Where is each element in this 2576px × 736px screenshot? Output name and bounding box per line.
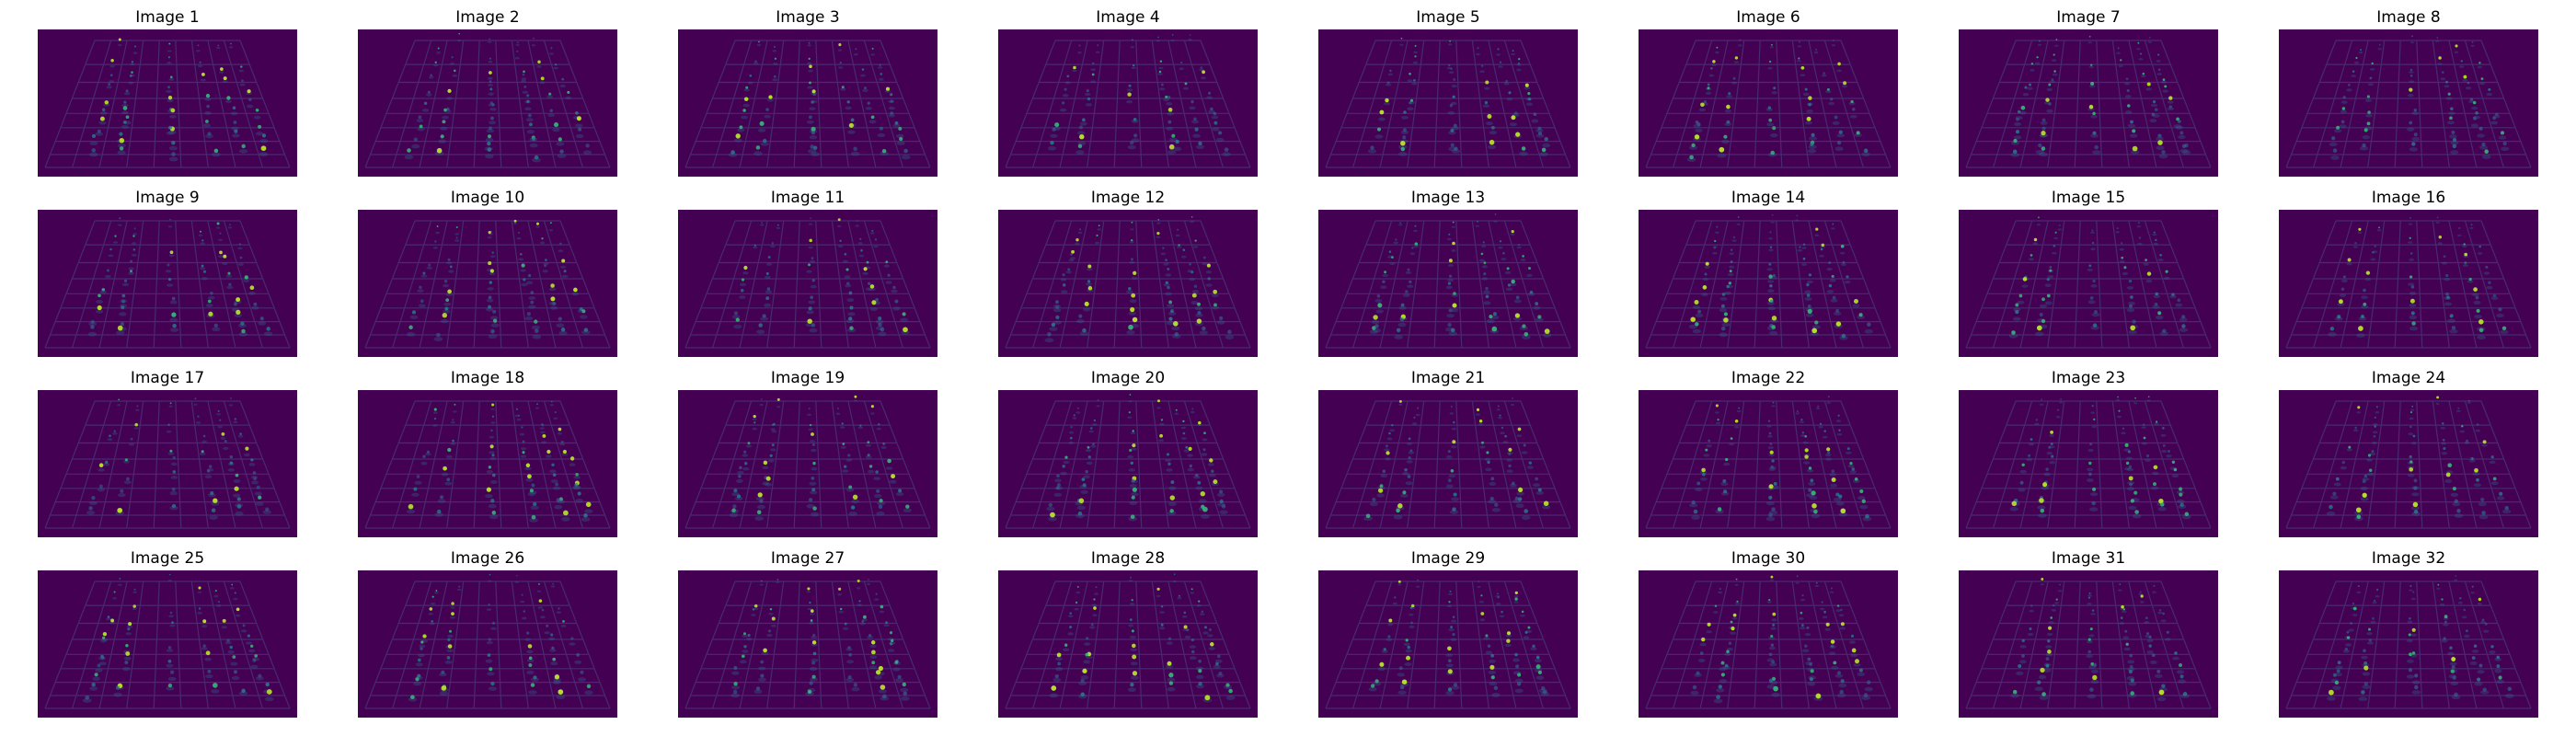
heatmap-image bbox=[2279, 29, 2538, 177]
heatmap-image bbox=[998, 210, 1258, 357]
heatmap-image bbox=[1318, 29, 1578, 177]
heatmap-image bbox=[358, 29, 617, 177]
panel-title: Image 21 bbox=[1410, 369, 1486, 387]
panel-title: Image 27 bbox=[770, 549, 845, 568]
heatmap-image bbox=[2279, 390, 2538, 537]
panel-title: Image 1 bbox=[135, 8, 200, 27]
panel-title: Image 32 bbox=[2371, 549, 2446, 568]
panel-title: Image 19 bbox=[770, 369, 845, 387]
panel-title: Image 14 bbox=[1731, 189, 1806, 207]
heatmap-image bbox=[678, 210, 937, 357]
heatmap-image bbox=[38, 29, 297, 177]
panel-title: Image 18 bbox=[450, 369, 525, 387]
heatmap-image bbox=[1639, 570, 1898, 718]
heatmap-image bbox=[358, 390, 617, 537]
heatmap-image bbox=[358, 210, 617, 357]
panel-title: Image 8 bbox=[2376, 8, 2441, 27]
heatmap-image bbox=[1318, 390, 1578, 537]
heatmap-image bbox=[1639, 210, 1898, 357]
heatmap-image bbox=[678, 390, 937, 537]
heatmap-image bbox=[1318, 570, 1578, 718]
panel-title: Image 24 bbox=[2371, 369, 2446, 387]
heatmap-image bbox=[38, 390, 297, 537]
heatmap-image bbox=[998, 570, 1258, 718]
panel-title: Image 20 bbox=[1090, 369, 1166, 387]
heatmap-image bbox=[1959, 210, 2218, 357]
heatmap-image bbox=[358, 570, 617, 718]
heatmap-image bbox=[678, 570, 937, 718]
panel-title: Image 30 bbox=[1731, 549, 1806, 568]
heatmap-image bbox=[38, 210, 297, 357]
heatmap-image bbox=[1639, 29, 1898, 177]
panel-title: Image 28 bbox=[1090, 549, 1166, 568]
heatmap-image bbox=[998, 29, 1258, 177]
panel-title: Image 5 bbox=[1416, 8, 1480, 27]
panel-title: Image 2 bbox=[455, 8, 520, 27]
panel-title: Image 31 bbox=[2051, 549, 2126, 568]
panel-title: Image 10 bbox=[450, 189, 525, 207]
heatmap-image bbox=[1639, 390, 1898, 537]
heatmap-image bbox=[1959, 29, 2218, 177]
panel-title: Image 23 bbox=[2051, 369, 2126, 387]
panel-title: Image 6 bbox=[1736, 8, 1800, 27]
heatmap-image bbox=[1318, 210, 1578, 357]
panel-title: Image 22 bbox=[1731, 369, 1806, 387]
panel-title: Image 29 bbox=[1410, 549, 1486, 568]
heatmap-image bbox=[678, 29, 937, 177]
panel-title: Image 11 bbox=[770, 189, 845, 207]
panel-title: Image 26 bbox=[450, 549, 525, 568]
panel-title: Image 25 bbox=[130, 549, 205, 568]
panel-title: Image 9 bbox=[135, 189, 200, 207]
heatmap-image bbox=[38, 570, 297, 718]
heatmap-image bbox=[1959, 570, 2218, 718]
panel-title: Image 17 bbox=[130, 369, 205, 387]
panel-title: Image 12 bbox=[1090, 189, 1166, 207]
heatmap-image bbox=[1959, 390, 2218, 537]
panel-title: Image 4 bbox=[1096, 8, 1160, 27]
heatmap-image bbox=[2279, 210, 2538, 357]
panel-title: Image 7 bbox=[2056, 8, 2121, 27]
heatmap-image bbox=[998, 390, 1258, 537]
panel-title: Image 15 bbox=[2051, 189, 2126, 207]
panel-title: Image 16 bbox=[2371, 189, 2446, 207]
panel-title: Image 13 bbox=[1410, 189, 1486, 207]
panel-title: Image 3 bbox=[776, 8, 840, 27]
heatmap-image bbox=[2279, 570, 2538, 718]
